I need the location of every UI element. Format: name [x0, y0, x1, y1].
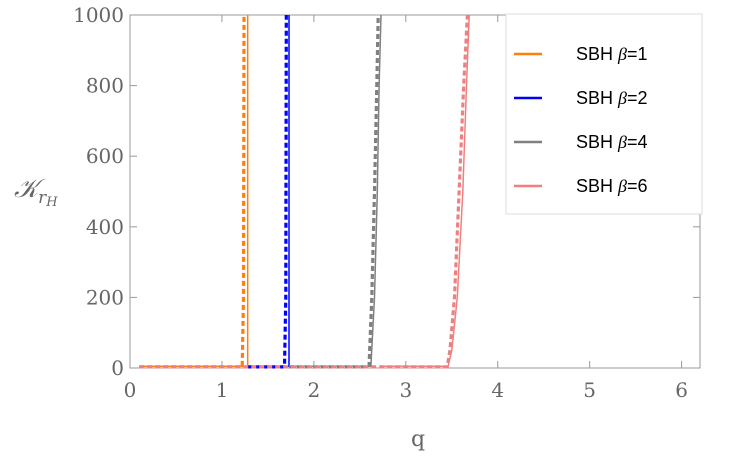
y-tick-label: 0 [111, 356, 124, 380]
series-dashed-beta-2 [247, 14, 288, 369]
series-dashed-beta-1 [139, 14, 246, 369]
x-tick-label: 5 [583, 378, 596, 402]
series-line-beta-1 [139, 15, 249, 367]
legend-beta-symbol: β [617, 88, 627, 108]
legend-suffix: =2 [627, 88, 648, 108]
series-dashed-beta-6 [139, 14, 469, 369]
x-tick-label: 3 [399, 378, 412, 402]
legend-prefix: SBH [576, 132, 618, 152]
x-tick-label: 6 [675, 378, 688, 402]
x-tick-label: 0 [124, 378, 137, 402]
x-tick-label: 1 [216, 378, 229, 402]
series-line-beta-6 [381, 14, 470, 367]
legend-prefix: SBH [576, 88, 618, 108]
series-line-beta-4 [289, 14, 382, 367]
legend-label-beta-4: SBH β=4 [576, 132, 648, 152]
legend-beta-symbol: β [617, 44, 627, 64]
legend-beta-symbol: β [617, 176, 627, 196]
x-axis-label: q [411, 427, 425, 452]
series-line-beta-2 [247, 15, 290, 367]
legend-suffix: =1 [627, 44, 648, 64]
y-tick-label: 200 [86, 285, 124, 309]
legend-prefix: SBH [576, 176, 618, 196]
y-tick-label: 600 [86, 144, 124, 168]
legend-box [505, 13, 703, 215]
y-tick-label: 1000 [73, 3, 124, 27]
y-tick-label: 400 [86, 215, 124, 239]
legend-beta-symbol: β [617, 132, 627, 152]
legend-label-beta-1: SBH β=1 [576, 44, 648, 64]
legend-suffix: =4 [627, 132, 648, 152]
legend-label-beta-2: SBH β=2 [576, 88, 648, 108]
x-tick-label: 2 [308, 378, 321, 402]
y-tick-label: 800 [86, 74, 124, 98]
y-axis-label-subsub: H [45, 195, 58, 210]
series-layer [139, 14, 470, 369]
series-dashed-beta-4 [289, 14, 380, 369]
y-axis-label: 𝒦rH [14, 174, 58, 210]
legend-suffix: =6 [627, 176, 648, 196]
y-axis-label-sub: r [38, 188, 47, 208]
legend-label-beta-6: SBH β=6 [576, 176, 648, 196]
legend-prefix: SBH [576, 44, 618, 64]
x-tick-label: 4 [491, 378, 504, 402]
ticks-layer: 0 1 2 3 4 5 6 0 200 400 600 800 1000 [73, 3, 700, 402]
